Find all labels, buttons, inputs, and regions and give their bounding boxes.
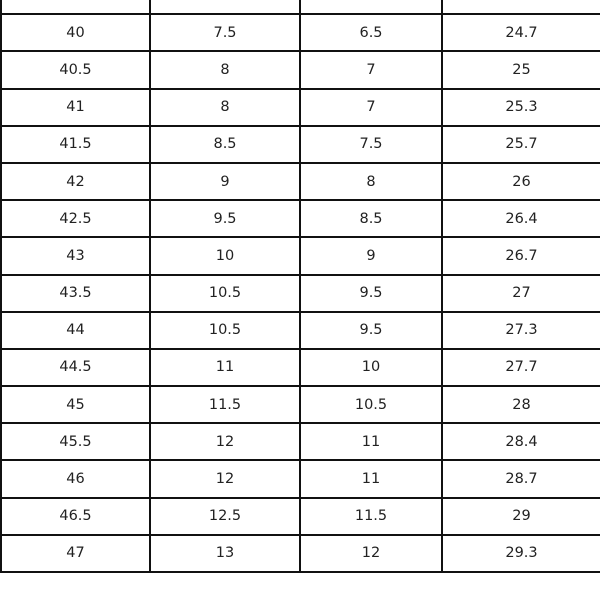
table-row: 44.5 11 10 27.7 <box>0 347 600 388</box>
table-cell: 27 <box>441 273 600 313</box>
table-cell: 11 <box>149 347 301 388</box>
size-chart-table: 39.57624.4407.56.524.740.58725418725.341… <box>0 0 600 574</box>
table-cell: 29.3 <box>441 533 600 574</box>
table-cell: 10 <box>299 347 443 388</box>
table-cell: 40.5 <box>0 50 151 90</box>
table-row: 44 10.5 9.5 27.3 <box>0 310 600 350</box>
table-cell: 26.7 <box>441 236 600 276</box>
table-row: 41 8 7 25.3 <box>0 87 600 127</box>
table-row: 46 12 11 28.7 <box>0 459 600 499</box>
table-cell: 10.5 <box>299 385 443 425</box>
table-cell: 7.5 <box>299 124 443 164</box>
table-cell: 10.5 <box>149 273 301 313</box>
table-cell: 26.4 <box>441 199 600 239</box>
table-cell: 9 <box>149 161 301 202</box>
table-cell: 45 <box>0 385 151 425</box>
table-cell: 28.4 <box>441 422 600 462</box>
table-cell: 27.7 <box>441 347 600 388</box>
table-cell: 13 <box>149 533 301 574</box>
table-cell: 8 <box>149 50 301 90</box>
table-cell: 8 <box>149 87 301 127</box>
table-cell: 39.5 <box>0 0 151 16</box>
table-cell: 11 <box>299 422 443 462</box>
table-cell: 28 <box>441 385 600 425</box>
table-cell: 45.5 <box>0 422 151 462</box>
table-cell: 8.5 <box>149 124 301 164</box>
table-cell: 6 <box>299 0 443 16</box>
table-cell: 25.3 <box>441 87 600 127</box>
table-row: 46.5 12.5 11.5 29 <box>0 496 600 536</box>
table-cell: 9 <box>299 236 443 276</box>
table-row: 39.57624.4 <box>0 0 600 16</box>
table-row: 45 11.5 10.5 28 <box>0 385 600 425</box>
table-cell: 9.5 <box>299 310 443 350</box>
table-cell: 11.5 <box>149 385 301 425</box>
table-cell: 7.5 <box>149 13 301 53</box>
table-row: 42 9 8 26 <box>0 161 600 202</box>
table-row: 45.5 12 11 28.4 <box>0 422 600 462</box>
table-cell: 44 <box>0 310 151 350</box>
table-row: 42.5 9.5 8.5 26.4 <box>0 199 600 239</box>
table-row: 43.5 10.5 9.5 27 <box>0 273 600 313</box>
table-body: 39.57624.4407.56.524.740.58725418725.341… <box>0 0 600 574</box>
table-cell: 26 <box>441 161 600 202</box>
table-cell: 29 <box>441 496 600 536</box>
table-cell: 43 <box>0 236 151 276</box>
table-cell: 12 <box>149 422 301 462</box>
table-row: 41.5 8.5 7.5 25.7 <box>0 124 600 164</box>
table-cell: 12.5 <box>149 496 301 536</box>
table-row: 43 10 9 26.7 <box>0 236 600 276</box>
table-cell: 44.5 <box>0 347 151 388</box>
table-cell: 27.3 <box>441 310 600 350</box>
table-row: 47 13 12 29.3 <box>0 533 600 574</box>
table-cell: 46.5 <box>0 496 151 536</box>
table-cell: 8.5 <box>299 199 443 239</box>
table-cell: 41 <box>0 87 151 127</box>
table-cell: 7 <box>299 50 443 90</box>
table-cell: 10 <box>149 236 301 276</box>
table-cell: 28.7 <box>441 459 600 499</box>
table-cell: 8 <box>299 161 443 202</box>
table-cell: 25 <box>441 50 600 90</box>
table-row: 40.5 8 7 25 <box>0 50 600 90</box>
table-cell: 25.7 <box>441 124 600 164</box>
table-cell: 24.4 <box>441 0 600 16</box>
table-cell: 11 <box>299 459 443 499</box>
table-cell: 43.5 <box>0 273 151 313</box>
table-cell: 41.5 <box>0 124 151 164</box>
table-cell: 7 <box>149 0 301 16</box>
table-cell: 46 <box>0 459 151 499</box>
table-cell: 6.5 <box>299 13 443 53</box>
table-cell: 40 <box>0 13 151 53</box>
table-cell: 9.5 <box>149 199 301 239</box>
table-cell: 7 <box>299 87 443 127</box>
table-cell: 12 <box>299 533 443 574</box>
table-row: 40 7.5 6.5 24.7 <box>0 13 600 53</box>
table-cell: 9.5 <box>299 273 443 313</box>
table-cell: 42 <box>0 161 151 202</box>
table-cell: 42.5 <box>0 199 151 239</box>
table-cell: 10.5 <box>149 310 301 350</box>
table-cell: 11.5 <box>299 496 443 536</box>
table-cell: 24.7 <box>441 13 600 53</box>
table-cell: 12 <box>149 459 301 499</box>
table-cell: 47 <box>0 533 151 574</box>
